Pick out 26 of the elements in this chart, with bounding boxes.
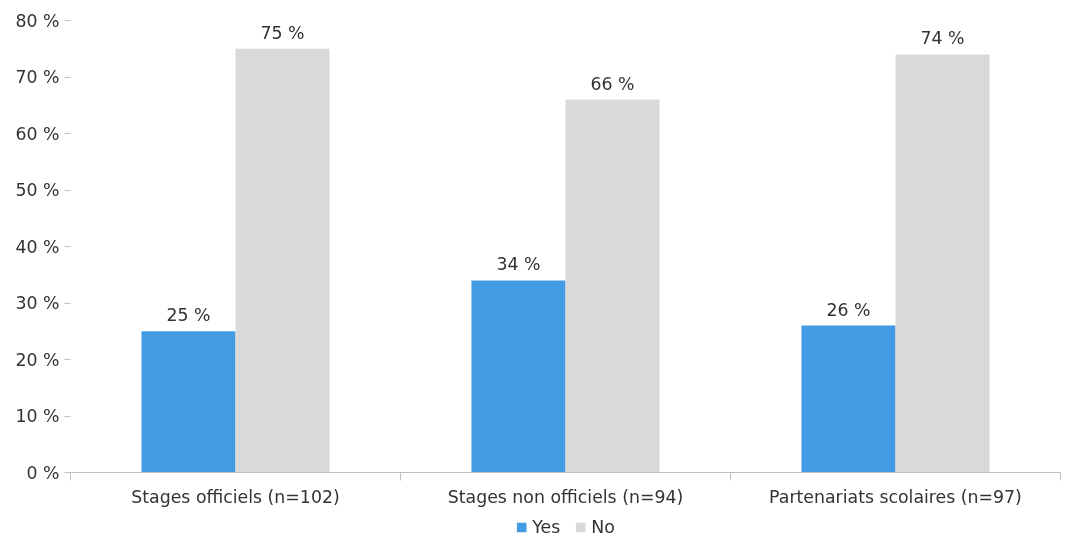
bar <box>565 99 660 473</box>
data-label: 26 % <box>826 299 871 320</box>
y-tick-label: 30 % <box>15 293 60 313</box>
bar <box>235 48 330 473</box>
y-tick-label: 40 % <box>15 236 60 257</box>
data-label: 66 % <box>590 73 635 94</box>
y-tick-label: 20 % <box>15 349 60 370</box>
y-tick-label: 60 % <box>15 123 60 144</box>
y-tick-label: 0 % <box>26 462 60 483</box>
y-tick-label: 50 % <box>15 180 60 200</box>
legend-label: Yes <box>532 517 561 537</box>
bar <box>801 325 896 473</box>
legend-label: No <box>591 517 615 537</box>
data-label: 74 % <box>920 28 965 49</box>
data-label: 25 % <box>166 305 211 326</box>
y-tick-label: 10 % <box>15 406 60 426</box>
y-tick-label: 80 % <box>15 10 60 31</box>
y-tick-label: 70 % <box>15 67 60 87</box>
x-tick-label: Stages officiels (n=102) <box>131 486 340 507</box>
data-label: 34 % <box>496 254 541 275</box>
bar <box>895 54 990 473</box>
x-tick-label: Stages non officiels (n=94) <box>447 486 684 507</box>
bar <box>471 280 566 473</box>
data-label: 75 % <box>260 22 305 43</box>
x-tick-label: Partenariats scolaires (n=97) <box>769 486 1022 507</box>
bar <box>141 331 236 473</box>
